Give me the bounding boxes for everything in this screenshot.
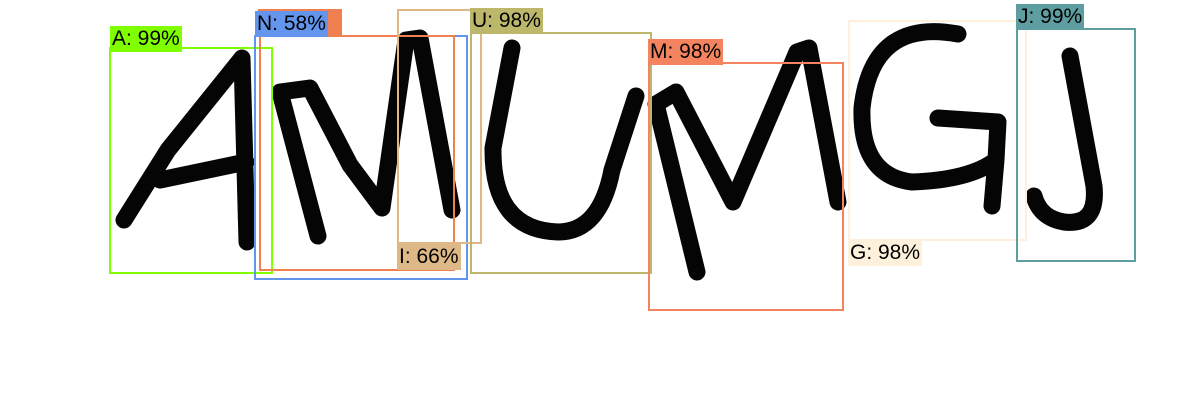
detection-tag-j: J: 99% [1016, 4, 1085, 30]
glyph-m-first [271, 29, 461, 245]
detection-box-m [648, 62, 844, 311]
detection-box-n2 [259, 35, 455, 271]
detection-tag-i: I: 66% [397, 244, 461, 270]
glyph-a [115, 49, 256, 251]
glyph-j [1025, 47, 1103, 231]
detection-box-a [109, 47, 273, 274]
detection-box-i [397, 9, 482, 244]
glyph-g [853, 23, 1007, 215]
captcha-image [115, 23, 1103, 281]
glyph-u [484, 39, 645, 241]
detection-tag-n: N: 58% [255, 11, 328, 37]
detection-tag-m: M: 98% [648, 39, 724, 65]
detection-tag-g: G: 98% [848, 240, 923, 266]
detection-tag-u: U: 98% [470, 8, 543, 34]
detection-box-g [848, 20, 1027, 241]
detection-tag-a: A: 99% [110, 26, 182, 52]
glyph-m-second [647, 39, 847, 281]
detection-box-u [470, 32, 652, 274]
